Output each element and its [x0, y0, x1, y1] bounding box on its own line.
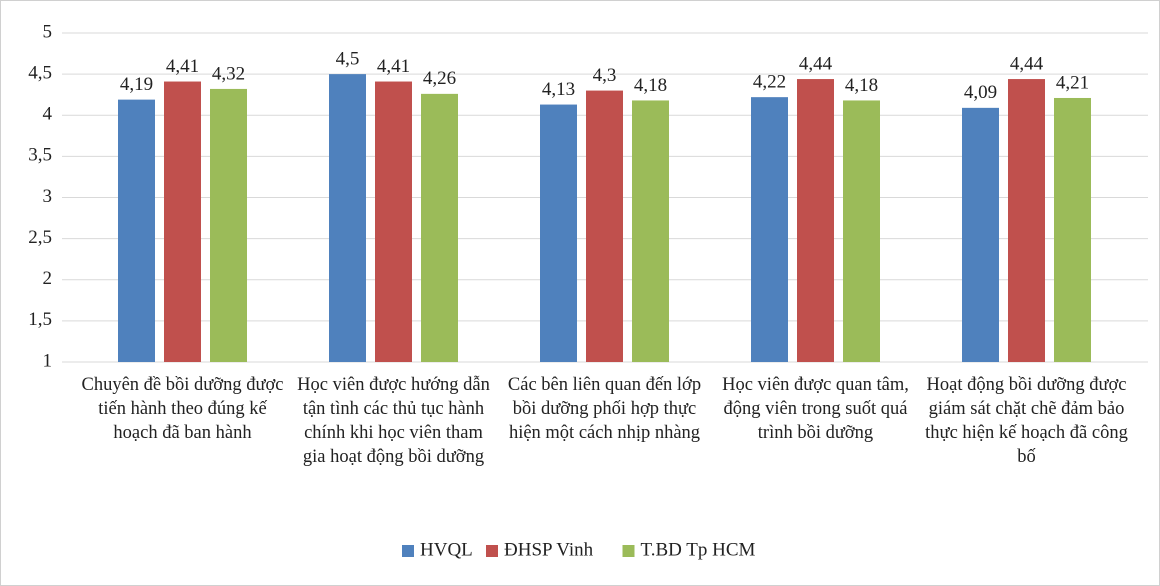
- legend-swatch: [486, 545, 498, 557]
- x-tick-label: Các bên liên quan đến lớp bồi dưỡng phối…: [507, 375, 702, 443]
- x-tick-label: Học viên được hướng dẫn tận tình các thủ…: [297, 375, 490, 467]
- bar: [586, 90, 623, 362]
- bar: [843, 100, 880, 362]
- bar: [1054, 97, 1091, 362]
- data-label: 4,18: [845, 75, 878, 96]
- bar: [962, 107, 999, 362]
- y-tick-label: 1: [43, 350, 53, 371]
- data-label: 4,44: [1010, 53, 1044, 74]
- bar: [329, 74, 366, 362]
- data-label: 4,18: [634, 75, 667, 96]
- data-label: 4,21: [1056, 72, 1089, 93]
- data-label: 4,22: [753, 72, 786, 93]
- y-tick-label: 3,5: [28, 145, 52, 166]
- bar: [1008, 79, 1045, 362]
- bar: [751, 97, 788, 362]
- y-tick-label: 4: [43, 104, 53, 125]
- data-label: 4,26: [423, 68, 456, 89]
- data-label: 4,44: [799, 53, 833, 74]
- bar: [632, 100, 669, 362]
- data-label: 4,41: [166, 56, 199, 77]
- data-label: 4,5: [336, 48, 360, 69]
- legend-swatch: [402, 545, 414, 557]
- bar: [118, 99, 155, 362]
- data-label: 4,3: [593, 65, 617, 86]
- y-tick-label: 4,5: [28, 62, 52, 83]
- y-tick-label: 2: [43, 268, 53, 289]
- bar: [797, 79, 834, 362]
- legend-swatch: [622, 545, 635, 557]
- data-label: 4,19: [120, 74, 153, 95]
- data-label: 4,13: [542, 79, 575, 100]
- x-tick-label: Hoạt động bồi dưỡng được giám sát chặt c…: [925, 375, 1128, 467]
- y-tick-label: 2,5: [28, 227, 52, 248]
- bar: [540, 104, 577, 363]
- legend-label: T.BD Tp HCM: [641, 539, 756, 560]
- data-label: 4,32: [212, 63, 245, 84]
- bar: [375, 81, 412, 362]
- y-tick-label: 3: [43, 186, 53, 207]
- y-tick-label: 5: [43, 21, 53, 42]
- bar: [210, 88, 247, 363]
- data-label: 4,41: [377, 56, 410, 77]
- bar: [164, 81, 201, 362]
- x-tick-label: Chuyên đề bồi dưỡng được tiến hành theo …: [81, 375, 284, 443]
- data-label: 4,09: [964, 82, 997, 103]
- x-tick-label: Học viên được quan tâm, động viên trong …: [722, 375, 909, 443]
- y-tick-label: 1,5: [28, 309, 52, 330]
- legend-label: HVQL: [420, 539, 473, 560]
- bar: [421, 93, 458, 363]
- legend-label: ĐHSP Vinh: [504, 539, 594, 560]
